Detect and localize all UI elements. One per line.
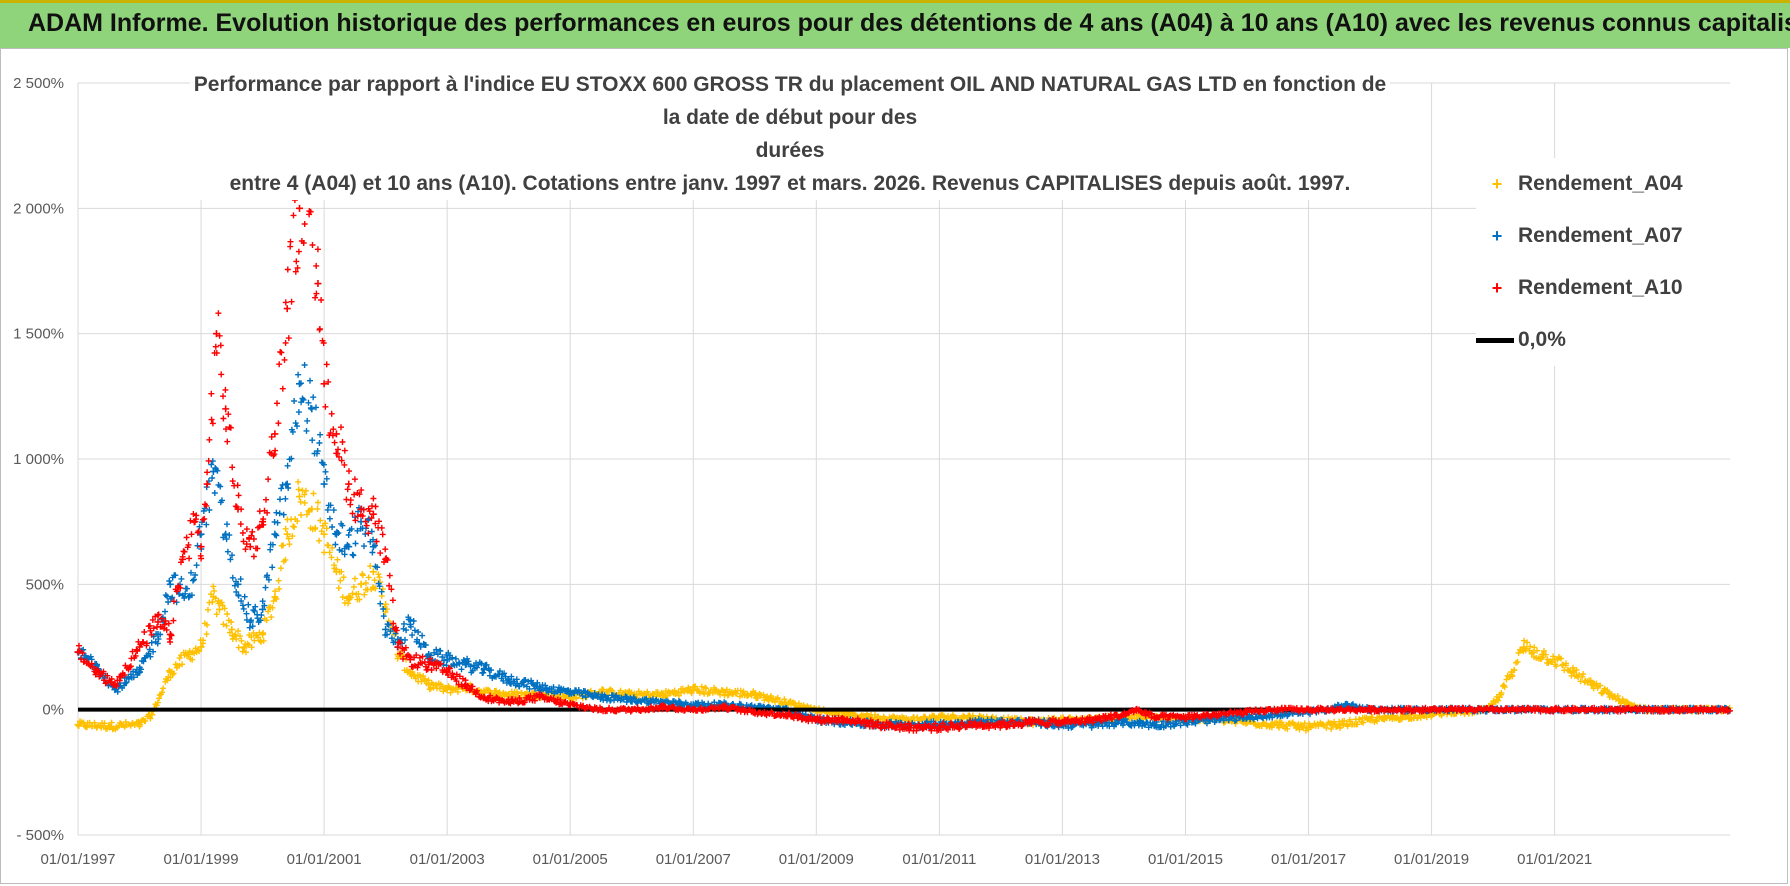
data-point-a04: [295, 493, 303, 501]
data-point-a07: [271, 530, 279, 538]
y-tick-label: - 500%: [16, 827, 64, 844]
data-point-a10: [197, 543, 205, 551]
y-tick-label: 1 000%: [13, 451, 64, 468]
legend-label-a04: Rendement_A04: [1518, 172, 1683, 195]
data-point-a04: [283, 530, 291, 538]
y-tick-label: 2 000%: [13, 200, 64, 217]
data-point-a07: [320, 480, 328, 488]
x-tick-label: 01/01/2003: [410, 851, 485, 868]
legend-marker-a07: +: [1491, 225, 1503, 246]
x-tick-label: 01/01/2019: [1394, 851, 1469, 868]
data-point-a10: [203, 480, 211, 488]
data-point-a07: [308, 405, 316, 413]
data-point-a04: [228, 625, 236, 633]
series-a10: [74, 137, 1733, 734]
y-tick-label: 0%: [42, 702, 64, 719]
y-tick-label: 1 500%: [13, 326, 64, 343]
data-point-a10: [394, 643, 402, 651]
x-tick-label: 01/01/2001: [287, 851, 362, 868]
data-point-a07: [382, 625, 390, 633]
data-point-a10: [271, 430, 279, 438]
data-point-a10: [314, 280, 322, 288]
data-point-a10: [295, 204, 303, 212]
legend-label-a07: Rendement_A07: [1518, 224, 1683, 247]
series-a04: [74, 478, 1733, 734]
data-point-a07: [166, 580, 174, 588]
legend-item-zero: 0,0%: [1476, 314, 1736, 366]
chart-frame: [0, 48, 1788, 884]
x-tick-label: 01/01/2005: [533, 851, 608, 868]
data-point-a10: [332, 430, 340, 438]
legend-item-a04: + Rendement_A04: [1476, 158, 1736, 210]
legend-item-a07: + Rendement_A07: [1476, 210, 1736, 262]
legend-marker-a04: +: [1491, 173, 1503, 194]
banner-title: ADAM Informe. Evolution historique des p…: [28, 9, 1790, 37]
chart-title-line-3: entre 4 (A04) et 10 ans (A10). Cotations…: [190, 167, 1390, 200]
data-point-a10: [154, 618, 162, 626]
legend-marker-a10: +: [1491, 277, 1503, 298]
x-tick-label: 01/01/2011: [902, 851, 976, 868]
data-point-a10: [345, 480, 353, 488]
legend-item-a10: + Rendement_A10: [1476, 262, 1736, 314]
x-tick-label: 01/01/2007: [656, 851, 731, 868]
legend-label-a10: Rendement_A10: [1518, 276, 1683, 299]
legend-label-zero: 0,0%: [1518, 328, 1566, 351]
series-a07: [74, 362, 1732, 731]
data-point-a04: [216, 605, 224, 613]
x-tick-label: 01/01/2009: [779, 851, 854, 868]
x-tick-label: 01/01/1999: [164, 851, 239, 868]
y-tick-label: 500%: [26, 576, 64, 593]
data-point-a10: [283, 305, 291, 313]
chart-legend: + Rendement_A04 + Rendement_A07 + Rendem…: [1476, 158, 1736, 366]
data-point-a10: [246, 543, 254, 551]
data-point-a10: [212, 330, 220, 338]
x-tick-label: 01/01/2021: [1517, 851, 1592, 868]
x-tick-label: 01/01/2015: [1148, 851, 1223, 868]
data-point-a10: [222, 405, 230, 413]
chart-title: Performance par rapport à l'indice EU ST…: [190, 68, 1390, 200]
data-point-a10: [320, 380, 328, 388]
legend-line-zero: [1476, 337, 1514, 343]
data-point-a07: [259, 605, 267, 613]
data-point-a04: [369, 568, 377, 576]
chart-title-line-2: durées: [190, 134, 1390, 167]
data-point-a10: [369, 510, 377, 518]
data-point-a04: [74, 721, 82, 729]
x-tick-label: 01/01/1997: [40, 851, 115, 868]
scatter-cloud-a10: [76, 137, 1733, 734]
x-tick-label: 01/01/2013: [1025, 851, 1100, 868]
chart-title-line-1: Performance par rapport à l'indice EU ST…: [190, 68, 1390, 134]
header-banner: ADAM Informe. Evolution historique des p…: [0, 0, 1790, 48]
y-tick-label: 2 500%: [13, 75, 64, 92]
x-tick-label: 01/01/2017: [1271, 851, 1346, 868]
